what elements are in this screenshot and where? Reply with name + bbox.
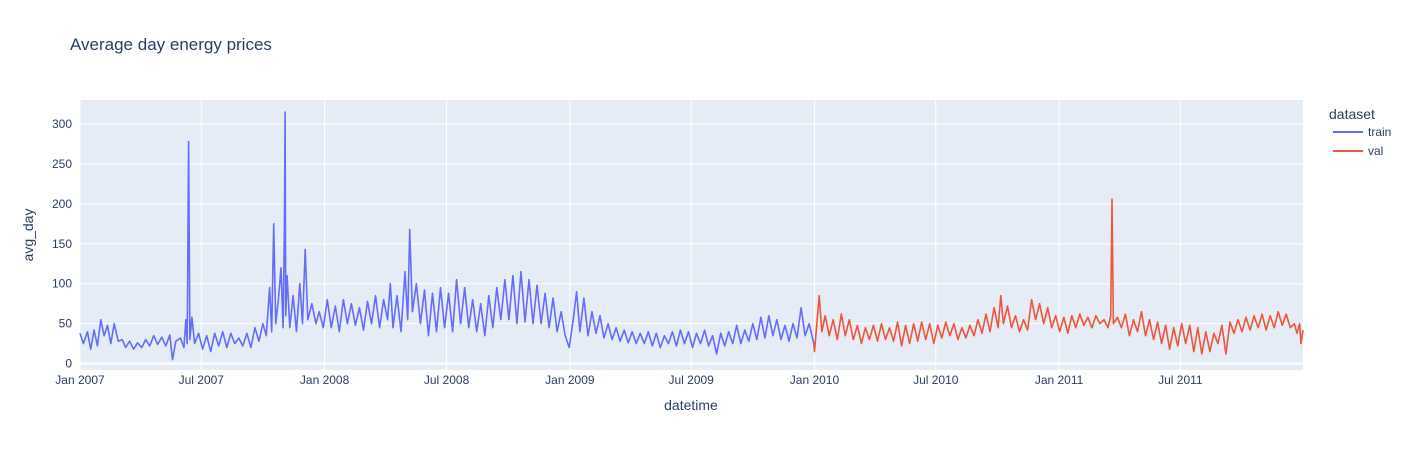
legend-title: dataset [1329, 106, 1375, 122]
y-axis-ticks: 0 50 100 150 200 250 300 [52, 117, 72, 371]
legend-label-train[interactable]: train [1368, 125, 1391, 139]
x-tick-label: Jul 2008 [424, 373, 470, 387]
x-tick-label: Jul 2010 [913, 373, 959, 387]
x-tick-label: Jan 2009 [545, 373, 595, 387]
y-tick-label: 200 [52, 197, 72, 211]
legend-label-val[interactable]: val [1368, 144, 1383, 158]
x-tick-label: Jan 2007 [55, 373, 105, 387]
y-axis-title: avg_day [20, 209, 36, 262]
legend: dataset train val [1329, 106, 1391, 158]
x-tick-label: Jul 2009 [668, 373, 714, 387]
x-tick-label: Jan 2010 [790, 373, 840, 387]
x-axis-ticks: Jan 2007 Jul 2007 Jan 2008 Jul 2008 Jan 2009… [55, 373, 1203, 387]
x-tick-label: Jan 2008 [300, 373, 350, 387]
series-lines [79, 111, 1304, 361]
y-tick-label: 50 [59, 317, 73, 331]
series-line-train[interactable] [79, 111, 815, 361]
chart-title: Average day energy prices [70, 35, 272, 54]
y-tick-label: 150 [52, 237, 72, 251]
y-tick-label: 0 [65, 357, 72, 371]
x-axis-title: datetime [664, 397, 718, 413]
y-tick-label: 300 [52, 117, 72, 131]
y-tick-label: 250 [52, 157, 72, 171]
x-tick-label: Jul 2007 [179, 373, 225, 387]
y-tick-label: 100 [52, 277, 72, 291]
series-line-val[interactable] [813, 198, 1304, 355]
x-tick-label: Jul 2011 [1158, 373, 1203, 387]
x-tick-label: Jan 2011 [1035, 373, 1084, 387]
